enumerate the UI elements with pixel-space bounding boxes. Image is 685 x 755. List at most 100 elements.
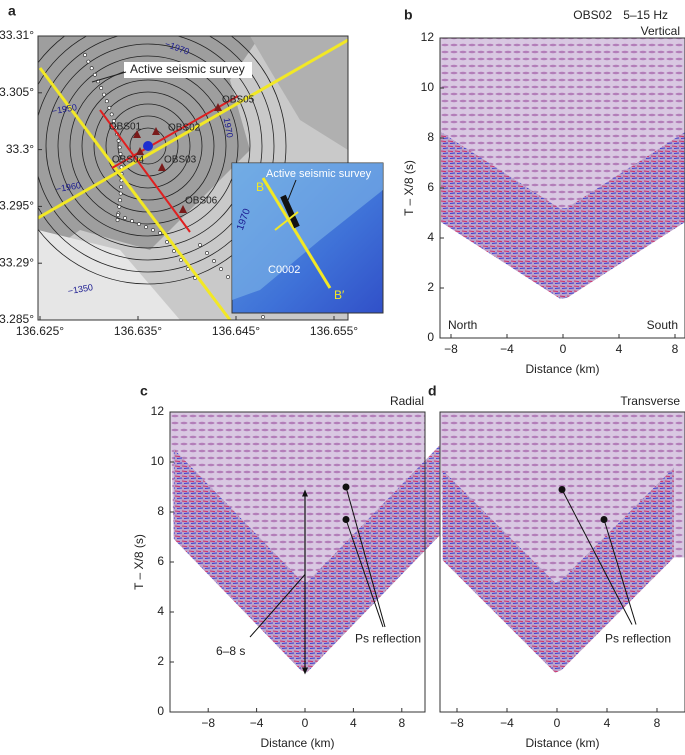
- shot-point: [111, 119, 116, 123]
- shot-point: [119, 185, 124, 189]
- x-axis-label: Distance (km): [525, 736, 599, 750]
- shot-point: [102, 92, 106, 97]
- station: OBS02: [573, 8, 612, 22]
- strong-arrivals: [442, 467, 674, 673]
- contour-label: 1970: [222, 117, 235, 138]
- x-tick-label: 0: [560, 342, 567, 356]
- x-tick-label: −8: [444, 342, 458, 356]
- leader: [345, 486, 386, 628]
- y-tick-label: 10: [151, 454, 165, 468]
- y-tick-label: 12: [151, 404, 165, 418]
- contour-line: [45, 43, 251, 249]
- station-label: OBS03: [164, 155, 197, 166]
- arrowhead: [302, 667, 308, 675]
- shot-point: [99, 86, 104, 90]
- x-tick-label: 136.625°: [16, 324, 64, 338]
- shot-point: [117, 204, 122, 209]
- leader: [603, 519, 637, 625]
- contour-line: [105, 103, 191, 189]
- station-label: OBS04: [112, 155, 145, 166]
- shot-point: [172, 249, 176, 253]
- x-axis-label: Distance (km): [525, 362, 599, 376]
- shot-point: [118, 152, 123, 156]
- shot-point: [219, 267, 223, 271]
- station-marker: [133, 130, 141, 138]
- contour-line: [38, 36, 275, 273]
- shot-point: [109, 112, 114, 117]
- component: Transverse: [620, 394, 680, 408]
- x-tick-label: −4: [250, 716, 264, 730]
- station-label: OBS02: [168, 123, 201, 134]
- x-tick-label: −4: [500, 716, 514, 730]
- contour-label: −1950: [51, 102, 78, 116]
- x-tick-label: 8: [672, 342, 679, 356]
- shot-point: [118, 191, 123, 196]
- shot-point: [137, 222, 141, 226]
- panel-label: d: [428, 383, 437, 399]
- x-tick-label: −8: [201, 716, 215, 730]
- shot-point: [212, 259, 216, 263]
- shot-point: [179, 258, 183, 262]
- station-marker: [158, 163, 166, 171]
- contour-line: [93, 91, 203, 201]
- inset-survey-label: Active seismic survey: [266, 168, 372, 180]
- shot-point: [130, 219, 134, 223]
- strong-arrivals: [441, 132, 685, 299]
- y-axis-label: T – X/8 (s): [402, 160, 416, 216]
- panel-label: b: [404, 7, 413, 23]
- x-tick-label: 8: [398, 716, 405, 730]
- contour-line: [38, 36, 287, 285]
- station-label: OBS01: [109, 122, 142, 133]
- x-tick-label: 4: [350, 716, 357, 730]
- station-label: OBS05: [222, 95, 255, 106]
- leader: [345, 519, 384, 628]
- shot-point: [205, 251, 209, 255]
- strong-arrivals: [173, 445, 441, 673]
- station-marker: [214, 103, 222, 111]
- y-tick-label: 33.305°: [0, 85, 34, 99]
- y-tick-label: 4: [427, 230, 434, 244]
- shot-point: [123, 216, 127, 220]
- station-label: OBS06: [185, 196, 218, 207]
- annotation: Ps reflection: [605, 632, 671, 646]
- x-tick-label: 136.635°: [114, 324, 162, 338]
- band: 5–15 Hz: [623, 8, 668, 22]
- shot-point: [151, 228, 155, 232]
- shot-point: [186, 267, 190, 271]
- survey-label: Active seismic survey: [130, 62, 245, 76]
- leader: [561, 489, 633, 625]
- shot-point: [226, 275, 230, 279]
- x-tick-label: 0: [554, 716, 561, 730]
- component: Radial: [390, 394, 424, 408]
- contour-line: [57, 55, 239, 237]
- x-tick-label: 136.655°: [310, 324, 358, 338]
- x-axis-label: Distance (km): [260, 736, 334, 750]
- arrowhead: [302, 489, 308, 497]
- shot-point: [116, 213, 120, 217]
- contour-label: −1350: [67, 282, 94, 296]
- shot-point: [165, 240, 169, 244]
- y-tick-label: 6: [157, 554, 164, 568]
- y-axis-label: T – X/8 (s): [132, 534, 146, 590]
- shot-point: [117, 145, 122, 150]
- station-marker: [152, 127, 160, 135]
- shot-point: [104, 99, 109, 104]
- station-marker: [179, 205, 187, 213]
- contour-line: [38, 36, 263, 261]
- shot-point: [107, 105, 112, 110]
- y-tick-label: 33.3°: [6, 142, 34, 156]
- y-tick-label: 6: [427, 180, 434, 194]
- shot-point: [86, 59, 91, 64]
- side-label: North: [448, 318, 477, 332]
- y-tick-label: 4: [157, 604, 164, 618]
- x-tick-label: 136.645°: [212, 324, 260, 338]
- annotation: Ps reflection: [355, 632, 421, 646]
- y-tick-label: 0: [157, 704, 164, 718]
- annotation: 6–8 s: [216, 644, 245, 658]
- x-tick-label: 8: [654, 716, 661, 730]
- shot-point: [158, 231, 162, 235]
- plot-frame: [439, 411, 685, 713]
- shot-point: [116, 138, 121, 143]
- shot-point: [198, 243, 202, 247]
